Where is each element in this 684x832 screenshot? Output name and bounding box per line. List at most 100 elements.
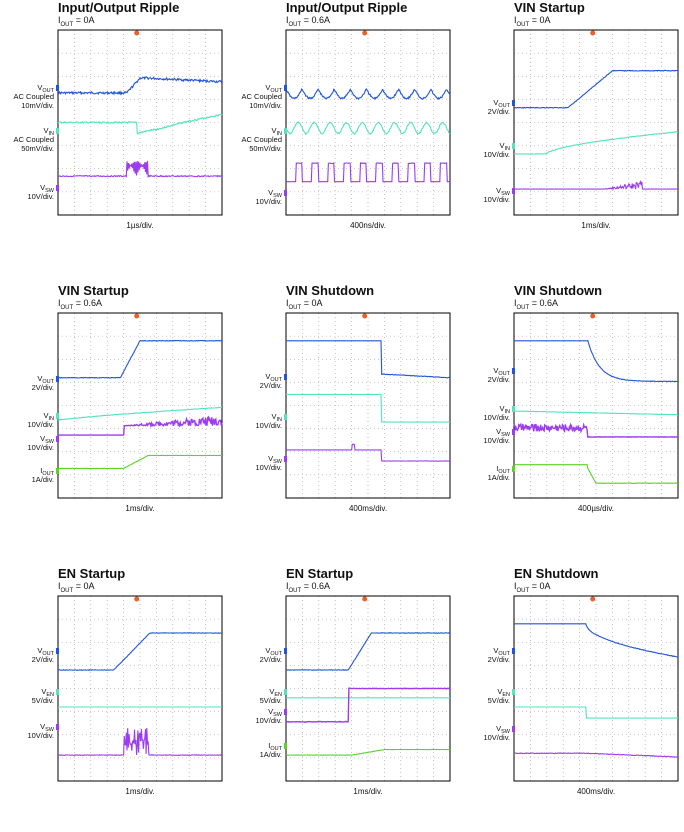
channel-scale-label: 10V/div. bbox=[483, 413, 510, 422]
channel-name-vin: VIN bbox=[499, 141, 510, 152]
trace-vsw bbox=[285, 687, 451, 723]
channel-ground-marker bbox=[56, 648, 59, 654]
trace-vout bbox=[286, 340, 451, 379]
channel-name-vout: VOUT bbox=[37, 83, 54, 94]
channel-scale-label: 10V/div. bbox=[483, 436, 510, 445]
channel-ground-marker bbox=[512, 368, 515, 374]
channel-scale-label: 2V/div. bbox=[260, 381, 282, 390]
channel-name-vout: VOUT bbox=[37, 374, 54, 385]
trace-vout bbox=[58, 339, 222, 379]
trace-vin bbox=[57, 406, 222, 421]
panel-subtitle: IOUT = 0A bbox=[58, 15, 95, 28]
channel-name-vsw: VSW bbox=[496, 186, 511, 197]
panel-title: VIN Shutdown bbox=[286, 283, 375, 298]
panel-subtitle: IOUT = 0.6A bbox=[286, 581, 330, 594]
channel-scale-label: 2V/div. bbox=[32, 655, 54, 664]
oscilloscope-screen: VOUT2V/div.VIN10V/div.VSW10V/div.400ms/d… bbox=[255, 312, 451, 513]
screen-frame bbox=[513, 312, 679, 499]
panel-title: Input/Output Ripple bbox=[58, 0, 180, 15]
scope-panel: Input/Output Ripple IOUT = 0.6A VOUT AC Cou… bbox=[228, 0, 456, 266]
scope-panel: VIN Shutdown IOUT = 0.6A VOUT 2V/div. VIN 10V… bbox=[456, 283, 684, 549]
channel-ground-marker bbox=[512, 726, 515, 732]
channel-name-vout: VOUT bbox=[265, 646, 282, 657]
channel-scale-label: 10V/div. bbox=[255, 716, 282, 725]
trace-vout bbox=[58, 76, 223, 96]
channel-ground-marker bbox=[284, 128, 287, 134]
channel-name-vsw: VSW bbox=[268, 707, 283, 718]
trigger-marker bbox=[362, 30, 368, 36]
channel-ground-marker bbox=[512, 466, 515, 472]
channel-ground-marker bbox=[56, 468, 59, 474]
trace-iout bbox=[57, 454, 222, 470]
channel-scale-label: 2V/div. bbox=[32, 383, 54, 392]
channel-name-iout: IOUT bbox=[496, 464, 510, 475]
channel-name-vin: VIN bbox=[271, 126, 282, 137]
channel-ground-marker bbox=[284, 456, 287, 462]
channel-scale-label: 10V/div. bbox=[255, 197, 282, 206]
channel-scale-label: 2V/div. bbox=[488, 107, 510, 116]
trace-vsw bbox=[57, 727, 223, 757]
channel-ground-marker bbox=[56, 185, 59, 191]
channel-name-ven: VEN bbox=[497, 687, 510, 698]
screen-frame bbox=[285, 312, 451, 499]
trace-vin bbox=[57, 113, 223, 135]
channel-scale-label: 1A/div. bbox=[260, 750, 282, 759]
channel-ground-marker bbox=[512, 406, 515, 412]
channel-ground-marker bbox=[56, 689, 59, 695]
channel-scale-label: 50mV/div. bbox=[249, 144, 282, 153]
trace-vsw bbox=[513, 422, 678, 438]
trace-vsw bbox=[513, 752, 679, 758]
screen-frame bbox=[57, 312, 223, 499]
channel-name-vout: VOUT bbox=[265, 83, 282, 94]
channel-name-vsw: VSW bbox=[268, 188, 283, 199]
channel-scale-label: 10V/div. bbox=[483, 195, 510, 204]
channel-scale-label: AC Coupled bbox=[14, 92, 54, 101]
trace-ven bbox=[514, 706, 678, 719]
channel-ground-marker bbox=[512, 100, 515, 106]
timebase-label: 400µs/div. bbox=[578, 504, 614, 513]
timebase-label: 1µs/div. bbox=[126, 221, 153, 230]
channel-scale-label: AC Coupled bbox=[14, 135, 54, 144]
channel-name-vsw: VSW bbox=[496, 724, 511, 735]
channel-name-vout: VOUT bbox=[493, 646, 510, 657]
trigger-marker bbox=[134, 596, 140, 602]
trace-vout bbox=[514, 623, 678, 658]
channel-name-vout: VOUT bbox=[37, 646, 54, 657]
scope-panel: EN Startup IOUT = 0A VOUT 2V/div. VEN 5V/div.… bbox=[0, 566, 228, 832]
channel-scale-label: 5V/div. bbox=[488, 696, 510, 705]
channel-ground-marker bbox=[284, 374, 287, 380]
channel-ground-marker bbox=[512, 143, 515, 149]
channel-ground-marker bbox=[56, 85, 59, 91]
oscilloscope-screen: VOUT2V/div.VIN10V/div.VSW10V/div.IOUT1A/… bbox=[483, 312, 679, 513]
scope-panel: EN Startup IOUT = 0.6A VOUT 2V/div. VEN 5V/di… bbox=[228, 566, 456, 832]
panel-subtitle: IOUT = 0A bbox=[58, 581, 95, 594]
channel-name-vsw: VSW bbox=[40, 434, 55, 445]
trigger-marker bbox=[134, 30, 140, 36]
trace-vsw bbox=[286, 443, 450, 462]
channel-name-ven: VEN bbox=[41, 687, 54, 698]
trace-vout bbox=[513, 69, 679, 109]
panel-title: EN Startup bbox=[58, 566, 126, 581]
channel-ground-marker bbox=[56, 413, 59, 419]
trigger-marker bbox=[134, 313, 140, 319]
channel-scale-label: 10V/div. bbox=[27, 443, 54, 452]
channel-ground-marker bbox=[284, 709, 287, 715]
timebase-label: 400ns/div. bbox=[350, 221, 386, 230]
panel-subtitle: IOUT = 0A bbox=[514, 581, 551, 594]
trigger-marker bbox=[590, 30, 596, 36]
channel-scale-label: 10V/div. bbox=[483, 733, 510, 742]
channel-ground-marker bbox=[284, 648, 287, 654]
panel-title: EN Shutdown bbox=[514, 566, 599, 581]
screen-frame bbox=[513, 595, 679, 782]
scope-panel: VIN Startup IOUT = 0A VOUT 2V/div. VIN 10V/di… bbox=[456, 0, 684, 266]
trigger-marker bbox=[590, 313, 596, 319]
channel-name-vsw: VSW bbox=[40, 722, 55, 733]
trace-vout bbox=[58, 632, 222, 671]
channel-name-vsw: VSW bbox=[268, 454, 283, 465]
channel-ground-marker bbox=[284, 85, 287, 91]
channel-scale-label: 50mV/div. bbox=[21, 144, 54, 153]
